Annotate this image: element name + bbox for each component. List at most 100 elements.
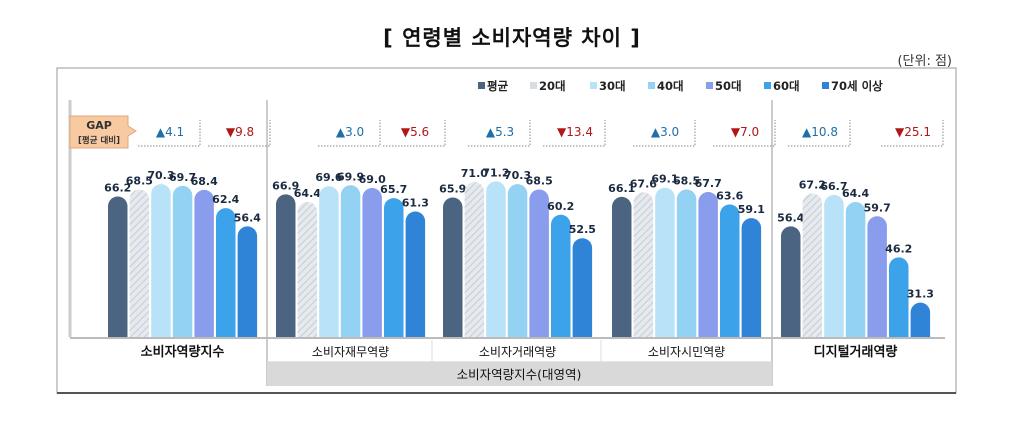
legend-label-5: 60대 [773, 79, 800, 93]
bar-0-4 [194, 189, 214, 337]
bar-0-6 [237, 226, 258, 337]
legend-label-0: 평균 [487, 79, 509, 93]
gap-box-border [543, 120, 606, 147]
bar-3-3 [676, 189, 697, 337]
bar-0-3 [172, 185, 193, 337]
bar-2-3 [507, 184, 528, 337]
bar-value-2-5: 60.2 [547, 200, 574, 213]
chart-title: [ 연령별 소비자역량 차이 ] [383, 26, 641, 50]
legend-label-6: 70세 이상 [831, 79, 883, 93]
bar-value-4-6: 31.3 [907, 288, 934, 301]
legend-label-1: 20대 [539, 79, 566, 93]
bar-1-1 [297, 202, 318, 337]
bar-value-4-3: 64.4 [842, 187, 869, 200]
gap-box-border [138, 120, 201, 147]
bar-value-3-1: 67.6 [630, 177, 657, 190]
bar-4-0 [781, 226, 801, 337]
bar-4-1 [802, 193, 823, 337]
bar-3-6 [741, 218, 762, 337]
bar-value-1-1: 64.4 [294, 187, 321, 200]
bar-value-3-0: 66.1 [608, 182, 635, 195]
gap-box-border [318, 120, 381, 147]
bar-1-5 [384, 198, 404, 337]
bar-4-5 [889, 257, 909, 337]
legend-swatch-1 [530, 82, 537, 89]
legend-swatch-3 [648, 82, 655, 89]
bar-2-5 [551, 214, 571, 337]
gap-box-border [788, 120, 851, 147]
gap-box-border [383, 120, 446, 147]
bar-4-6 [910, 302, 931, 337]
bar-value-2-3: 70.3 [504, 169, 531, 182]
bar-2-1 [464, 181, 485, 337]
bar-value-0-3: 69.7 [169, 171, 196, 184]
bar-value-3-5: 63.6 [716, 189, 743, 202]
legend-label-3: 40대 [657, 79, 684, 93]
bar-value-0-1: 68.5 [126, 175, 153, 188]
legend-swatch-2 [590, 82, 597, 89]
legend-swatch-6 [822, 82, 829, 89]
bar-4-2 [824, 195, 844, 337]
bar-1-2 [319, 186, 339, 337]
bar-3-2 [655, 187, 675, 337]
bar-value-3-2: 69.1 [651, 173, 678, 186]
gap-box-border [713, 120, 776, 147]
gap-up-value: ▲3.0 [336, 125, 364, 139]
bar-value-1-5: 65.7 [380, 183, 407, 196]
gap-callout [69, 115, 137, 149]
gap-up-value: ▲10.8 [802, 125, 838, 139]
bar-value-1-2: 69.6 [315, 171, 342, 184]
legend-swatch-0 [478, 82, 485, 89]
bar-0-2 [151, 184, 171, 337]
gap-down-value: ▼9.8 [226, 125, 254, 139]
bar-value-4-2: 66.7 [820, 180, 847, 193]
gap-box-border [881, 120, 944, 147]
bar-3-1 [633, 192, 654, 337]
category-label-4: 디지털거래역량 [814, 344, 898, 360]
bar-value-0-5: 62.4 [212, 193, 239, 206]
bar-4-4 [867, 216, 887, 337]
category-label-0: 소비자역량지수 [141, 344, 225, 360]
group-label-band [267, 362, 772, 386]
gap-down-value: ▼13.4 [557, 125, 593, 139]
gap-label: GAP [86, 119, 112, 132]
bar-0-0 [108, 196, 128, 337]
bar-3-0 [612, 196, 632, 337]
bar-value-3-4: 67.7 [695, 177, 722, 190]
bar-1-6 [405, 211, 426, 337]
bar-2-4 [529, 189, 549, 337]
bar-4-3 [845, 202, 866, 337]
gap-up-value: ▲4.1 [156, 125, 184, 139]
bar-value-0-2: 70.3 [147, 169, 174, 182]
bar-1-0 [276, 194, 296, 337]
bar-1-4 [362, 188, 382, 337]
bar-value-1-6: 61.3 [402, 196, 429, 209]
group-label: 소비자역량지수(대영역) [457, 367, 582, 382]
bar-value-2-6: 52.5 [569, 223, 596, 236]
category-label-1: 소비자재무역량 [312, 345, 389, 359]
bar-value-4-0: 56.4 [777, 211, 804, 224]
bar-2-0 [443, 197, 463, 337]
bar-value-1-3: 69.9 [337, 170, 364, 183]
gap-down-value: ▼5.6 [401, 125, 429, 139]
gap-box-border [468, 120, 531, 147]
unit-label: (단위: 점) [897, 54, 952, 69]
bar-value-2-4: 68.5 [526, 175, 553, 188]
bar-value-1-0: 66.9 [272, 179, 299, 192]
gap-box-border [633, 120, 696, 147]
legend-swatch-4 [706, 82, 713, 89]
gap-down-value: ▼7.0 [731, 125, 759, 139]
bar-value-0-4: 68.4 [191, 175, 218, 188]
bar-value-4-1: 67.2 [799, 179, 826, 192]
gap-down-value: ▼25.1 [895, 125, 931, 139]
bar-value-0-0: 66.2 [104, 182, 131, 195]
legend-label-4: 50대 [715, 79, 742, 93]
bar-value-0-6: 56.4 [234, 211, 261, 224]
bar-value-4-5: 46.2 [885, 242, 912, 255]
bar-2-2 [486, 181, 506, 337]
bar-0-5 [216, 208, 236, 337]
bar-value-2-0: 65.9 [439, 182, 466, 195]
bar-value-1-4: 69.0 [359, 173, 386, 186]
bar-value-3-6: 59.1 [738, 203, 765, 216]
